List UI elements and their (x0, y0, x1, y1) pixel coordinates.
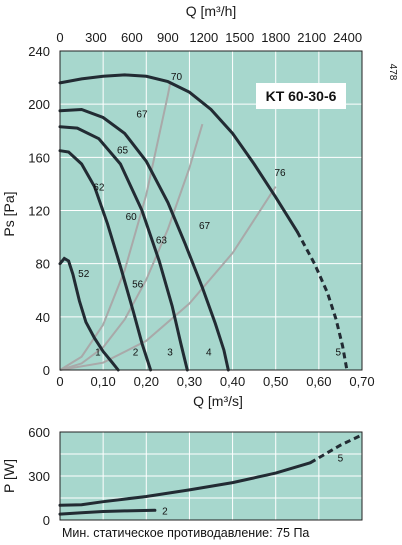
y-tick-label: 240 (28, 44, 50, 59)
x-tick-label: 0,70 (349, 374, 374, 389)
efficiency-labels: 70 67 65 62 60 63 67 76 52 56 (78, 72, 286, 290)
fan-curve-5-dashed (295, 231, 349, 371)
x-top-tick-label: 2100 (297, 30, 326, 45)
efficiency-label: 63 (156, 236, 168, 247)
efficiency-label: 70 (171, 72, 183, 83)
fan-curve-2 (58, 149, 153, 372)
y-axis-label: Ps [Pa] (1, 191, 17, 236)
y-tick-label: 40 (36, 310, 50, 325)
x-tick-label: 0,20 (134, 374, 159, 389)
x-tick-label: 0,60 (306, 374, 331, 389)
power-series-label: 5 (338, 453, 344, 464)
x-top-tick-label: 300 (85, 30, 107, 45)
fan-curves (58, 73, 349, 372)
power-series-label: 2 (162, 506, 168, 517)
pressure-plot-border (59, 50, 363, 371)
speed-label: 2 (133, 347, 139, 358)
x-axis-label-top: Q [m³/h] (186, 3, 237, 19)
speed-label: 3 (167, 347, 173, 358)
x-tick-label: 0 (56, 374, 63, 389)
fan-curve-3 (58, 125, 189, 372)
power-y-tick-label: 600 (28, 425, 50, 440)
fan-curve-5 (58, 73, 299, 234)
x-top-tick-label: 2400 (333, 30, 362, 45)
efficiency-label: 65 (117, 145, 129, 156)
chart-title: KT 60-30-6 (266, 88, 337, 104)
y-tick-label: 160 (28, 150, 50, 165)
power-y-tick-labels: 0 300 600 (28, 425, 50, 528)
power-curve-5 (58, 461, 312, 507)
efficiency-label: 67 (136, 109, 148, 120)
x-tick-label: 0,50 (263, 374, 288, 389)
x-top-tick-label: 1500 (225, 30, 254, 45)
speed-label: 1 (95, 347, 101, 358)
x-tick-label: 0,30 (177, 374, 202, 389)
power-plot-border (59, 431, 363, 521)
power-curve-5-dashed (309, 433, 363, 465)
y-tick-labels: 0 40 80 120 160 200 240 (28, 44, 50, 378)
power-y-tick-label: 300 (28, 469, 50, 484)
system-curve-c (59, 186, 277, 371)
speed-label: 4 (206, 347, 212, 358)
x-top-tick-label: 900 (157, 30, 179, 45)
efficiency-label: 67 (199, 221, 211, 232)
fan-curve-1 (58, 256, 120, 372)
power-curves: 25 (58, 433, 363, 517)
y-tick-label: 0 (43, 363, 50, 378)
y-tick-label: 120 (28, 204, 50, 219)
system-curve-a (59, 84, 171, 371)
efficiency-label: 52 (78, 269, 90, 280)
footer-note: Мин. статическое противодавление: 75 Па (62, 526, 310, 540)
side-label: 478 (387, 64, 398, 81)
x-tick-labels-top: 0 300 600 900 1200 1500 1800 2100 2400 (56, 30, 362, 45)
x-top-tick-label: 1200 (189, 30, 218, 45)
x-tick-labels-bottom: 0 0,10 0,20 0,30 0,40 0,50 0,60 0,70 (56, 374, 374, 389)
x-top-tick-label: 600 (121, 30, 143, 45)
power-y-axis-label: P [W] (1, 459, 17, 493)
y-tick-label: 200 (28, 97, 50, 112)
x-axis-label-bottom: Q [m³/s] (193, 393, 243, 409)
speed-labels: 1 2 3 4 5 (95, 347, 341, 358)
fan-curve-4 (58, 107, 230, 372)
x-tick-label: 0,40 (220, 374, 245, 389)
efficiency-label: 76 (274, 168, 286, 179)
x-tick-label: 0,10 (90, 374, 115, 389)
x-top-tick-label: 0 (56, 30, 63, 45)
y-tick-label: 80 (36, 257, 50, 272)
power-curve-2 (58, 508, 157, 516)
system-curves (59, 84, 277, 371)
efficiency-label: 60 (126, 212, 138, 223)
title-box (256, 83, 346, 109)
efficiency-label: 62 (93, 183, 105, 194)
power-y-tick-label: 0 (43, 513, 50, 528)
speed-label: 5 (335, 347, 341, 358)
efficiency-label: 56 (132, 280, 144, 291)
x-top-tick-label: 1800 (261, 30, 290, 45)
system-curve-b (59, 123, 204, 371)
